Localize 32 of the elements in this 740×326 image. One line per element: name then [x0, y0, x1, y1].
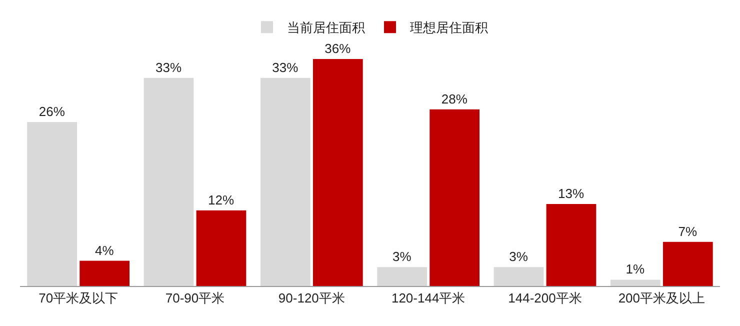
x-tick-label: 144-200平米	[508, 290, 582, 306]
bar	[27, 122, 78, 286]
data-label: 3%	[392, 249, 412, 264]
bar	[546, 204, 596, 286]
data-label: 33%	[156, 60, 182, 75]
data-label: 36%	[324, 40, 352, 56]
data-label: 33%	[272, 60, 299, 75]
bar	[196, 210, 246, 286]
data-label: 1%	[626, 262, 646, 277]
x-tick-label: 70-90平米	[165, 290, 225, 306]
data-label: 28%	[441, 91, 468, 106]
bar	[662, 242, 713, 286]
legend-label: 理想居住面积	[410, 20, 488, 36]
bar	[144, 78, 194, 286]
data-label: 4%	[94, 242, 114, 258]
x-tick-label: 120-144平米	[391, 290, 466, 306]
x-tick-label: 90-120平米	[278, 290, 345, 306]
data-label: 3%	[509, 249, 528, 264]
bar	[80, 260, 130, 286]
bar	[430, 109, 480, 286]
x-tick-label: 200平米及以上	[618, 290, 706, 306]
bar	[610, 280, 660, 286]
bar	[260, 78, 310, 286]
data-label: 26%	[38, 104, 66, 120]
data-label: 7%	[678, 224, 698, 239]
bar	[312, 58, 363, 286]
data-label: 12%	[208, 192, 234, 208]
data-label: 13%	[558, 186, 584, 202]
bar	[494, 267, 544, 286]
legend-label: 当前居住面积	[287, 20, 365, 36]
x-tick-label: 70平米及以下	[38, 290, 118, 306]
bar	[377, 267, 428, 286]
